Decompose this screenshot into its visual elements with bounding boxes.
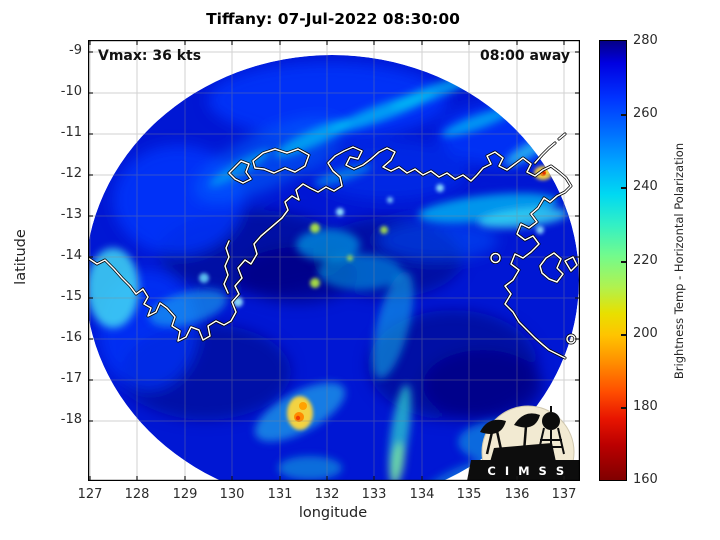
colorbar-tick-label: 200 (633, 326, 658, 341)
colorbar-notch (621, 261, 626, 263)
x-tick-label: 134 (409, 487, 435, 502)
y-tick-label: -15 (60, 289, 82, 304)
y-tick-label: -14 (60, 248, 82, 263)
colorbar-notch (621, 407, 626, 409)
x-tick-label: 135 (456, 487, 482, 502)
grid-lines (88, 40, 580, 481)
y-tick-label: -18 (60, 412, 82, 427)
colorbar-notch (621, 334, 626, 336)
colorbar-tick-label: 240 (633, 179, 658, 194)
logo-banner (467, 460, 580, 481)
x-tick-label: 130 (219, 487, 245, 502)
plot-title: Tiffany: 07-Jul-2022 08:30:00 (206, 10, 460, 28)
x-tick-label: 131 (267, 487, 293, 502)
colorbar-tick-label: 160 (633, 472, 658, 487)
x-axis-label: longitude (298, 505, 368, 521)
colorbar-notch (621, 187, 626, 189)
y-tick-label: -16 (60, 330, 82, 345)
colorbar-tick-label: 180 (633, 399, 658, 414)
y-axis-label: latitude (13, 229, 29, 285)
colorbar-tick-label: 280 (633, 33, 658, 48)
y-tick-label: -13 (60, 207, 82, 222)
y-tick-label: -11 (60, 125, 82, 140)
x-tick-label: 132 (314, 487, 340, 502)
logo-text: C I M S S (487, 464, 566, 478)
logo-art (480, 406, 565, 462)
axes-border (88, 40, 580, 481)
vmax-annotation: Vmax: 36 kts (98, 48, 202, 64)
x-tick-label: 129 (172, 487, 198, 502)
colorbar-tick-label: 260 (633, 106, 658, 121)
map-plot-area: C I M S S (88, 40, 580, 481)
x-tick-label: 127 (77, 487, 103, 502)
y-tick-label: -12 (60, 166, 82, 181)
x-tick-label: 136 (504, 487, 530, 502)
colorbar-notch (621, 114, 626, 116)
colorbar-gradient (599, 40, 627, 481)
y-tick-label: -9 (69, 43, 82, 58)
satellite-swath-image (88, 55, 579, 481)
colorbar-label: Brightness Temp - Horizontal Polarizatio… (672, 142, 686, 380)
x-tick-label: 137 (551, 487, 577, 502)
y-tick-label: -10 (60, 84, 82, 99)
time-away-annotation: 08:00 away (480, 48, 570, 64)
x-tick-label: 133 (361, 487, 387, 502)
cimss-logo: C I M S S (467, 405, 580, 481)
colorbar-tick-label: 220 (633, 253, 658, 268)
x-tick-label: 128 (124, 487, 150, 502)
y-tick-label: -17 (60, 371, 82, 386)
